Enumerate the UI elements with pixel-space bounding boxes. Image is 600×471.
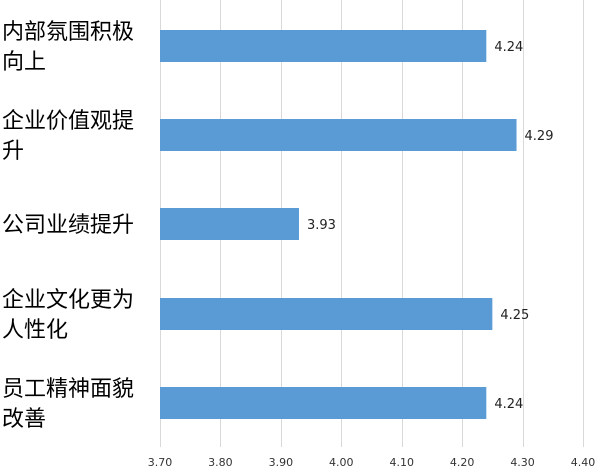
category-label: 内部氛围积极向上 xyxy=(2,20,134,75)
category-label-line: 企业文化更为 xyxy=(2,288,134,313)
x-tick-label: 4.40 xyxy=(571,456,596,469)
category-label: 公司业绩提升 xyxy=(2,213,134,238)
category-label: 企业文化更为人性化 xyxy=(2,288,134,343)
category-label-line: 改善 xyxy=(2,407,46,432)
category-label-line: 内部氛围积极 xyxy=(2,20,134,45)
bar xyxy=(160,30,487,62)
category-label-line: 员工精神面貌 xyxy=(2,377,134,402)
x-tick-label: 3.90 xyxy=(269,456,294,469)
category-label-line: 向上 xyxy=(2,50,46,75)
bar xyxy=(160,298,493,330)
category-label: 员工精神面貌改善 xyxy=(2,377,134,432)
data-label: 4.24 xyxy=(494,397,523,412)
value-labels: 4.24 4.29 3.93 4.25 4.24 xyxy=(307,40,553,412)
bars xyxy=(160,30,517,419)
data-label: 4.25 xyxy=(500,308,529,323)
data-label: 4.29 xyxy=(525,129,554,144)
category-label-line: 企业价值观提 xyxy=(2,109,134,134)
x-tick-label: 3.80 xyxy=(208,456,233,469)
bar xyxy=(160,208,299,240)
x-tick-label: 3.70 xyxy=(148,456,173,469)
category-label-line: 公司业绩提升 xyxy=(2,213,134,238)
data-label: 4.24 xyxy=(494,40,523,55)
x-tick-label: 4.20 xyxy=(450,456,475,469)
category-label-line: 升 xyxy=(2,139,24,164)
x-axis-ticks: 3.70 3.80 3.90 4.00 4.10 4.20 4.30 4.40 xyxy=(148,456,596,469)
bar xyxy=(160,387,487,419)
x-tick-label: 4.30 xyxy=(510,456,535,469)
category-label-line: 人性化 xyxy=(2,318,68,343)
bar xyxy=(160,119,517,151)
category-label: 企业价值观提升 xyxy=(2,109,134,164)
data-label: 3.93 xyxy=(307,218,336,233)
x-tick-label: 4.10 xyxy=(389,456,414,469)
x-tick-label: 4.00 xyxy=(329,456,354,469)
